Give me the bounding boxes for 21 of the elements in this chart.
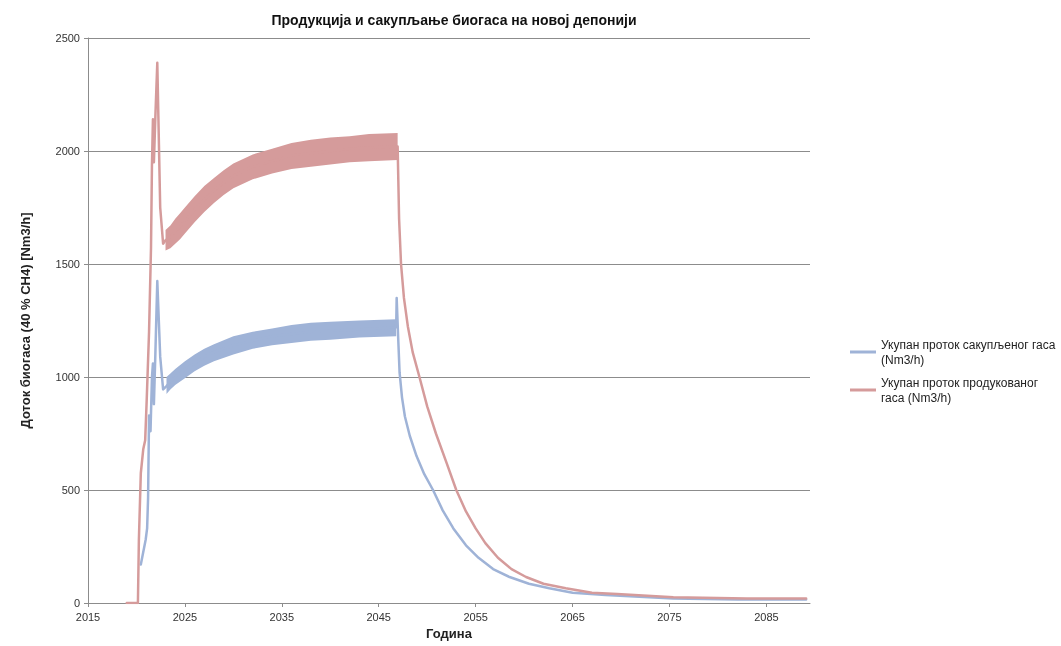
x-tick-label: 2085 <box>754 610 779 623</box>
x-tick-label: 2075 <box>657 610 682 623</box>
y-tick-label: 2500 <box>55 32 80 44</box>
x-tick-label: 2065 <box>560 610 585 623</box>
x-tick-label: 2055 <box>463 610 488 623</box>
legend-label: Укупан проток продукованог гаса (Nm3/h) <box>881 375 1039 405</box>
y-axis-title: Доток биогаса (40 % CH4) [Nm3/h] <box>18 212 33 429</box>
line-series <box>139 279 808 601</box>
chart-title: Продукција и сакупљање биогаса на новој депонији <box>271 12 637 28</box>
y-tick-label: 2000 <box>55 145 80 157</box>
x-tick-label: 2045 <box>366 610 391 623</box>
legend-label: Укупан проток сакупљеног гаса (Nm3/h) <box>881 337 1056 367</box>
y-tick-label: 500 <box>61 484 80 496</box>
x-tick-label: 2015 <box>75 610 101 623</box>
x-tick-label: 2035 <box>269 610 295 623</box>
y-tick-label: 1500 <box>55 258 80 270</box>
line-series <box>125 61 808 605</box>
x-tick-label: 2025 <box>172 610 198 623</box>
y-tick-label: 1000 <box>55 371 80 383</box>
x-axis-title: Година <box>426 625 473 641</box>
y-tick-label: 0 <box>73 597 80 609</box>
